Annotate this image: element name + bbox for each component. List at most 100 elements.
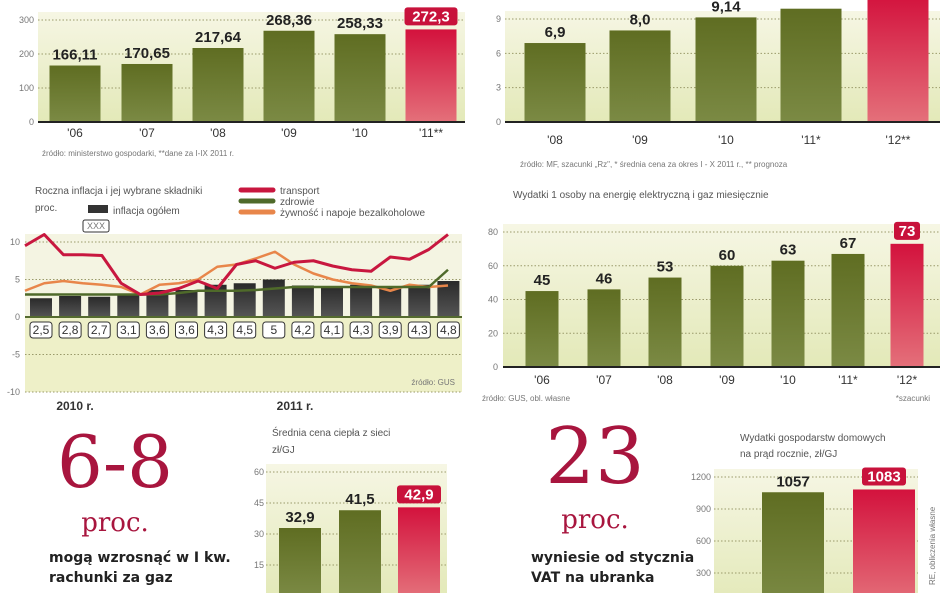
legend-label: zdrowie	[280, 197, 315, 208]
y-tick-label: 6	[496, 48, 501, 58]
inflation-bar	[117, 293, 140, 317]
legend-box-text: XXX	[87, 221, 105, 231]
bar-value-label: 4,2	[295, 323, 312, 337]
bar-value-label: 4,8	[440, 323, 457, 337]
x-tick-label: '11*	[838, 373, 858, 387]
x-tick-label: '08	[210, 126, 226, 140]
x-tick-label: '08	[657, 373, 673, 387]
chart-subtitle: na prąd rocznie, zł/GJ	[740, 449, 837, 460]
highlight-label-box	[894, 221, 920, 240]
bar	[121, 63, 173, 122]
bar-label-box	[175, 321, 198, 339]
y-tick-label: 300	[696, 568, 711, 578]
value-label: 268,36	[266, 12, 312, 29]
series-line-zdrowie	[25, 268, 449, 296]
x-tick-label: '11**	[419, 126, 443, 140]
y-tick-label: 600	[696, 536, 711, 546]
value-label: 170,65	[124, 45, 170, 62]
y-tick-label: 100	[19, 83, 34, 93]
bar-value-label: 4,3	[411, 323, 428, 337]
y-tick-label: 15	[254, 560, 264, 570]
value-label: 60	[719, 247, 736, 264]
callout-text-line1: mogą wzrosnąć w I kw.	[49, 550, 231, 566]
bar	[339, 510, 381, 593]
callout-text-line2: VAT na ubranka	[531, 570, 655, 586]
callout-unit: proc.	[561, 505, 629, 535]
chart-subtitle: zł/GJ	[272, 445, 295, 456]
legend-label: transport	[280, 186, 320, 197]
plot-background	[38, 12, 465, 122]
chart-title: Wydatki gospodarstw domowych	[740, 433, 886, 444]
y-tick-label: 0	[493, 362, 498, 372]
chart-title: Roczna inflacja i jej wybrane składniki	[35, 186, 202, 197]
bar-value-label: 4,3	[207, 323, 224, 337]
source-note: źródło: MF, szacunki „Rz", * średnia cen…	[520, 160, 788, 169]
highlight-bar	[867, 0, 929, 122]
bar-value-label: 2,7	[91, 323, 108, 337]
bar-value-label: 5	[270, 323, 277, 337]
bar-value-label: 3,6	[149, 323, 166, 337]
bar-label-box	[291, 321, 315, 339]
bar-label-box	[378, 321, 402, 339]
highlight-label-box	[397, 485, 441, 504]
callout-unit: proc.	[81, 508, 149, 538]
callout-text-line1: wyniesie od stycznia	[531, 550, 695, 566]
callout-number: 6-8	[57, 420, 173, 504]
y-tick-label: 30	[254, 529, 264, 539]
bar	[279, 528, 321, 593]
x-tick-label: '09	[719, 373, 735, 387]
y-tick-label: 60	[488, 261, 498, 271]
y-tick-label: 3	[496, 83, 501, 93]
inflation-bar	[30, 298, 52, 317]
legend-swatch-inflation	[88, 205, 108, 213]
value-label: 8,0	[630, 11, 651, 28]
y-tick-label: 0	[496, 117, 501, 127]
legend-label: inflacja ogółem	[113, 206, 180, 217]
y-tick-label: 9	[496, 14, 501, 24]
bar	[831, 253, 865, 367]
y-tick-label: 5	[15, 275, 20, 285]
bar	[334, 34, 386, 122]
source-note: źródło: ministerstwo gospodarki, **dane …	[42, 149, 234, 158]
value-label: 32,9	[285, 509, 314, 526]
chart-title: Wydatki 1 osoby na energię elektryczną i…	[513, 190, 769, 201]
y-unit-label: proc.	[35, 203, 57, 214]
value-label: 272,3	[412, 8, 450, 25]
bar-label-box	[320, 321, 344, 339]
series-line-transport	[24, 233, 449, 296]
bar-value-label: 4,1	[324, 323, 341, 337]
bar-label-box	[233, 321, 257, 339]
bar	[587, 289, 621, 367]
inflation-bar	[88, 296, 111, 317]
bar-label-box	[145, 321, 169, 339]
y-tick-label: 10	[10, 237, 20, 247]
inflation-bar	[379, 287, 402, 317]
bar	[609, 30, 671, 123]
x-tick-label: '09	[281, 126, 297, 140]
x-tick-label: '10	[780, 373, 796, 387]
y-tick-label: 20	[488, 328, 498, 338]
bar-value-label: 4,3	[353, 323, 370, 337]
x-tick-label: '12*	[897, 373, 918, 387]
highlight-bar	[890, 243, 924, 367]
value-label: 46	[596, 270, 613, 287]
x-tick-label: '06	[67, 126, 83, 140]
legend-label: żywność i napoje bezalkoholowe	[280, 208, 426, 219]
bar-label-box	[87, 321, 111, 339]
inflation-bar	[175, 290, 198, 317]
x-tick-label: '11*	[801, 133, 821, 147]
bar-value-label: 3,6	[178, 323, 195, 337]
x-tick-label: '08	[547, 133, 563, 147]
bar-label-box	[204, 321, 228, 339]
y-tick-label: 1200	[691, 472, 711, 482]
bar	[771, 260, 805, 367]
y-tick-label: 60	[254, 467, 264, 477]
bar-value-label: 2,5	[33, 323, 50, 337]
bar-value-label: 3,1	[120, 323, 137, 337]
value-label: 42,9	[404, 486, 433, 503]
value-label: 6,9	[545, 24, 566, 41]
bar	[780, 8, 842, 123]
inflation-bar	[350, 284, 373, 317]
inflation-bar	[408, 284, 431, 317]
bar	[695, 17, 757, 122]
